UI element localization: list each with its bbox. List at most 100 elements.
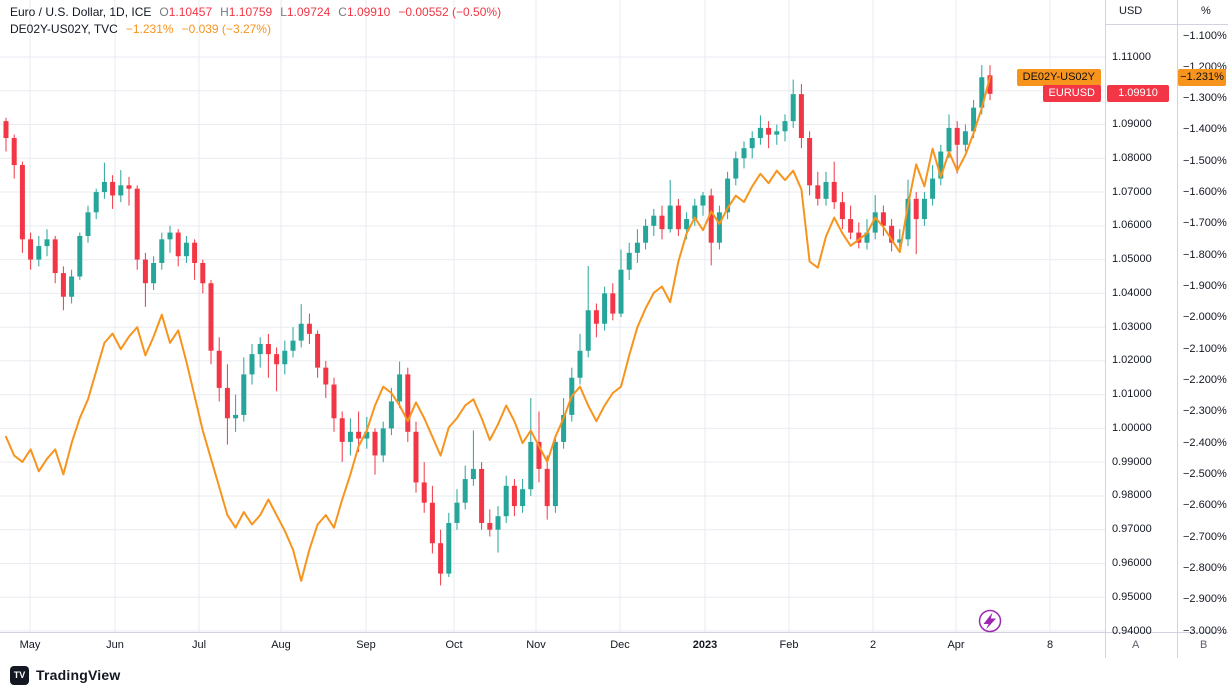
candle — [44, 239, 50, 247]
candle — [487, 522, 493, 530]
price-tick-label: 0.94000 — [1112, 624, 1152, 637]
candle — [347, 431, 353, 442]
candle — [938, 151, 944, 179]
time-tick-label: 8 — [1046, 639, 1054, 651]
time-tick-label: Dec — [610, 639, 630, 651]
candle — [208, 283, 214, 351]
candle — [462, 479, 468, 503]
candle — [200, 262, 206, 284]
candle — [610, 293, 616, 314]
candle — [372, 431, 378, 456]
pct-tick-label: −1.900% — [1183, 280, 1227, 293]
scale-b-button[interactable]: B — [1200, 639, 1208, 651]
price-tick-label: 1.07000 — [1112, 185, 1152, 198]
time-axis[interactable]: May Jun Jul Aug Sep Oct Nov Dec 2023 Feb 2 Apr 8 — [0, 632, 1228, 658]
spread-series-badge: DE02Y-US02Y — [1016, 68, 1101, 86]
pct-scale[interactable]: −1.100% −1.200% −1.300% −1.400% −1.500% −1.60… — [1177, 0, 1228, 637]
candle — [684, 219, 690, 230]
footer: TV TradingView — [0, 658, 1228, 692]
candle — [224, 387, 230, 419]
ohlc-values: O1.10457 H1.10759 L1.09724 C1.09910 — [159, 4, 390, 21]
candle — [233, 414, 239, 419]
spread-line — [5, 76, 991, 582]
candle — [651, 215, 657, 226]
candle — [880, 212, 886, 226]
time-tick-label: Apr — [947, 639, 965, 651]
candle — [757, 127, 763, 139]
time-tick-label: May — [19, 639, 41, 651]
candle — [930, 178, 936, 199]
time-tick-label: Oct — [445, 639, 463, 651]
scale-a-button[interactable]: A — [1132, 639, 1140, 651]
candle — [856, 232, 862, 243]
candle — [520, 489, 526, 507]
quick-trade-button[interactable] — [978, 609, 1002, 633]
candle — [503, 485, 509, 517]
candle — [946, 127, 952, 152]
price-tick-label: 1.05000 — [1112, 253, 1152, 266]
pct-tick-label: −2.500% — [1183, 467, 1227, 480]
candle — [618, 269, 624, 314]
candle — [971, 107, 977, 132]
price-value-badge: 1.09910 — [1107, 85, 1169, 103]
candle — [380, 428, 386, 456]
ohlc-letter: H — [220, 5, 229, 19]
time-tick-label: Jul — [191, 639, 207, 651]
indicator-title: DE02Y-US02Y, TVC — [10, 22, 118, 36]
symbol-legend-row[interactable]: Euro / U.S. Dollar, 1D, ICE O1.10457 H1.1… — [10, 4, 501, 21]
candle — [438, 543, 444, 574]
candle — [913, 198, 919, 220]
candle — [110, 181, 116, 196]
candle — [872, 212, 878, 233]
candle — [659, 215, 665, 230]
candle — [175, 232, 181, 257]
candle — [183, 242, 189, 257]
candle — [306, 323, 312, 334]
candle — [807, 138, 813, 186]
candle — [798, 94, 804, 139]
candle — [265, 344, 271, 355]
candle — [643, 225, 649, 243]
symbol-title: Euro / U.S. Dollar, 1D, ICE — [10, 5, 152, 19]
candle — [36, 246, 42, 260]
time-tick-label: Nov — [526, 639, 546, 651]
time-tick-label: Jun — [106, 639, 124, 651]
lightning-bolt-icon — [983, 612, 996, 630]
price-tick-label: 0.98000 — [1112, 489, 1152, 502]
candle — [134, 188, 140, 260]
candle — [700, 195, 706, 206]
price-series-badge: EURUSD — [1042, 85, 1101, 103]
ohlc-value: 1.09910 — [346, 5, 391, 19]
candle — [85, 212, 91, 236]
indicator-legend-row[interactable]: DE02Y-US02Y, TVC −1.231% −0.039 (−3.27%) — [10, 21, 501, 38]
candle — [339, 418, 345, 442]
tradingview-logo-icon: TV — [10, 665, 29, 685]
price-tick-label: 1.06000 — [1112, 219, 1152, 232]
tradingview-logo[interactable]: TV TradingView — [10, 665, 121, 685]
candle — [766, 127, 772, 135]
candle — [241, 374, 247, 415]
pct-tick-label: −2.800% — [1183, 561, 1227, 574]
candle — [561, 414, 567, 442]
candle — [3, 121, 9, 139]
grid — [0, 0, 1105, 632]
candle — [954, 127, 960, 145]
candle — [142, 259, 148, 284]
pct-tick-label: −2.900% — [1183, 593, 1227, 606]
candle — [905, 198, 911, 240]
tradingview-wordmark: TradingView — [36, 667, 121, 683]
time-tick-label: Feb — [779, 639, 799, 651]
candle — [356, 431, 362, 439]
pct-tick-label: −1.500% — [1183, 154, 1227, 167]
candle — [848, 219, 854, 233]
candle — [577, 350, 583, 378]
candle — [397, 374, 403, 402]
candle — [897, 239, 903, 243]
candle — [782, 121, 788, 132]
candle — [815, 185, 821, 199]
candle — [495, 516, 501, 530]
symbol-change: −0.00552 (−0.50%) — [398, 5, 502, 19]
candle — [626, 252, 632, 270]
pct-tick-label: −2.400% — [1183, 436, 1227, 449]
